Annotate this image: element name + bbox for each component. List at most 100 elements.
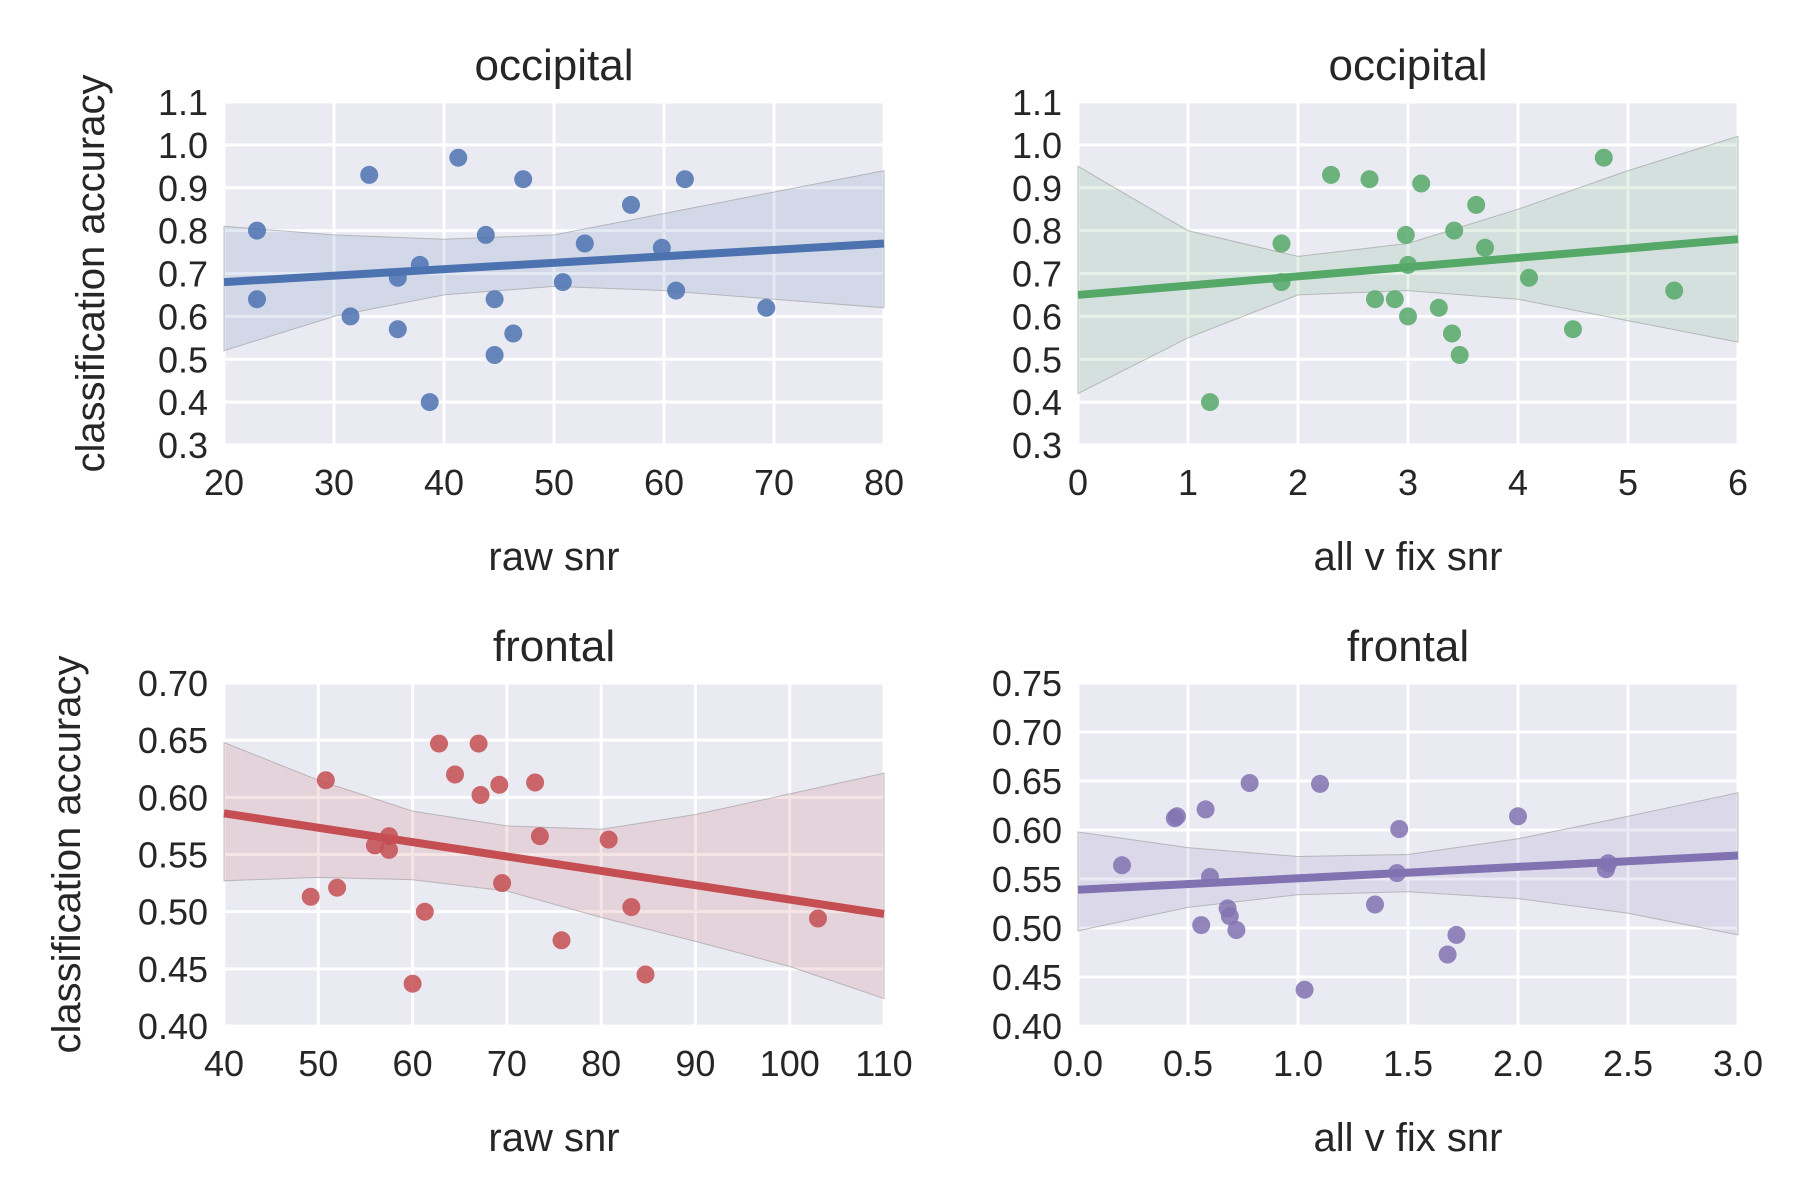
data-point [476, 225, 495, 244]
data-point [636, 965, 655, 984]
data-point [1438, 945, 1457, 964]
data-point [1665, 281, 1684, 300]
x-tick-label: 1 [1178, 462, 1198, 503]
x-tick-label: 2 [1288, 462, 1308, 503]
y-axis-label: classification accuracy [69, 75, 113, 473]
data-point [1201, 393, 1219, 412]
data-point [575, 234, 594, 253]
data-point [1295, 980, 1314, 999]
data-point [1322, 165, 1340, 184]
data-point [1509, 807, 1527, 826]
data-point [1240, 774, 1259, 792]
x-tick-label: 70 [754, 462, 794, 503]
x-tick-label: 0 [1068, 462, 1088, 503]
data-point [485, 290, 504, 309]
x-tick-label: 50 [298, 1043, 338, 1084]
data-point [526, 773, 545, 792]
data-point [1429, 298, 1448, 317]
data-point [493, 874, 512, 893]
data-point [248, 290, 266, 309]
data-point [1467, 195, 1486, 214]
data-point [1520, 268, 1538, 287]
x-tick-label: 40 [204, 1043, 244, 1084]
data-point [1366, 290, 1384, 309]
y-tick-label: 0.55 [992, 859, 1062, 900]
data-point [1443, 324, 1461, 343]
y-axis-label: classification accuracy [45, 656, 89, 1054]
data-point [1564, 320, 1582, 339]
regression-line [223, 809, 885, 918]
data-point [1227, 921, 1246, 939]
x-tick-label: 6 [1728, 462, 1748, 503]
y-tick-label: 0.9 [1012, 168, 1062, 209]
x-tick-label: 0.5 [1163, 1043, 1213, 1084]
y-tick-label: 1.0 [1012, 125, 1062, 166]
x-tick-label: 80 [864, 462, 904, 503]
x-tick-label: 90 [675, 1043, 715, 1084]
data-point [1412, 174, 1431, 193]
regression-line [1077, 851, 1739, 894]
data-point [1113, 856, 1131, 875]
regression-line [1077, 235, 1739, 299]
subplot-title: frontal [493, 622, 615, 671]
y-tick-label: 0.6 [1012, 296, 1062, 337]
y-tick-label: 0.50 [992, 908, 1062, 949]
x-tick-label: 70 [487, 1043, 527, 1084]
data-point [1311, 774, 1329, 793]
x-tick-label: 2.0 [1493, 1043, 1543, 1084]
data-point [415, 902, 434, 921]
data-point [552, 931, 571, 950]
x-tick-label: 2.5 [1603, 1043, 1653, 1084]
x-tick-label: 50 [534, 462, 574, 503]
y-tick-label: 0.8 [158, 211, 208, 252]
subplot-4: 0.0 0.5 1.0 1.5 2.0 2.5 3.0 0.40 0.45 0.50 0.55 0.6… [992, 622, 1763, 1160]
y-tick-label: 0.7 [1012, 254, 1062, 295]
subplot-title: occipital [475, 41, 634, 90]
data-point [341, 307, 360, 326]
y-tick-label: 0.65 [992, 761, 1062, 802]
x-tick-label: 3 [1398, 462, 1418, 503]
y-tick-label: 0.4 [158, 382, 208, 423]
data-point [1594, 148, 1613, 167]
subplot-title: frontal [1347, 622, 1469, 671]
y-tick-label: 0.40 [138, 1006, 208, 1047]
y-tick-label: 1.0 [158, 125, 208, 166]
subplot-2: 0 1 2 3 4 5 6 0.30.40.50.60.70.80.91.01.1 occipi… [1012, 41, 1748, 579]
x-tick-label: 60 [644, 462, 684, 503]
x-tick-label: 80 [581, 1043, 621, 1084]
data-point [1396, 225, 1415, 244]
y-tick-label: 0.9 [158, 168, 208, 209]
y-tick-label: 0.50 [138, 892, 208, 933]
data-point [675, 170, 694, 189]
y-tick-label: 0.60 [992, 810, 1062, 851]
x-tick-label: 40 [424, 462, 464, 503]
data-point [1390, 820, 1409, 838]
data-point [1272, 234, 1291, 253]
data-point [1450, 346, 1469, 364]
subplot-3: 40 50 60 70 80 90 100 110 0.40 0.45 0.50 0.55 0.60 0.… [45, 622, 913, 1160]
x-tick-label: 4 [1508, 462, 1528, 503]
data-point [388, 320, 407, 339]
x-tick-label: 5 [1618, 462, 1638, 503]
x-tick-label: 1.5 [1383, 1043, 1433, 1084]
data-point [622, 195, 640, 214]
data-point [403, 974, 422, 993]
data-point [471, 786, 490, 804]
y-tick-label: 0.70 [138, 663, 208, 704]
data-point [809, 909, 827, 928]
data-point [490, 775, 509, 794]
x-tick-label: 1.0 [1273, 1043, 1323, 1084]
data-point [1366, 895, 1384, 914]
x-axis-label: raw snr [488, 535, 619, 579]
x-tick-label: 30 [314, 462, 354, 503]
y-tick-label: 0.55 [138, 835, 208, 876]
data-point [757, 298, 776, 317]
data-point [1360, 170, 1379, 189]
y-tick-label: 1.1 [1012, 82, 1062, 123]
subplot-1: 20 30 40 50 60 70 80 0.30.40.50.60.70.80.91.01.… [69, 41, 904, 579]
y-tick-label: 0.65 [138, 720, 208, 761]
y-tick-label: 0.5 [158, 339, 208, 380]
data-point [1168, 807, 1186, 826]
data-point [1192, 916, 1211, 935]
data-point [469, 734, 488, 753]
